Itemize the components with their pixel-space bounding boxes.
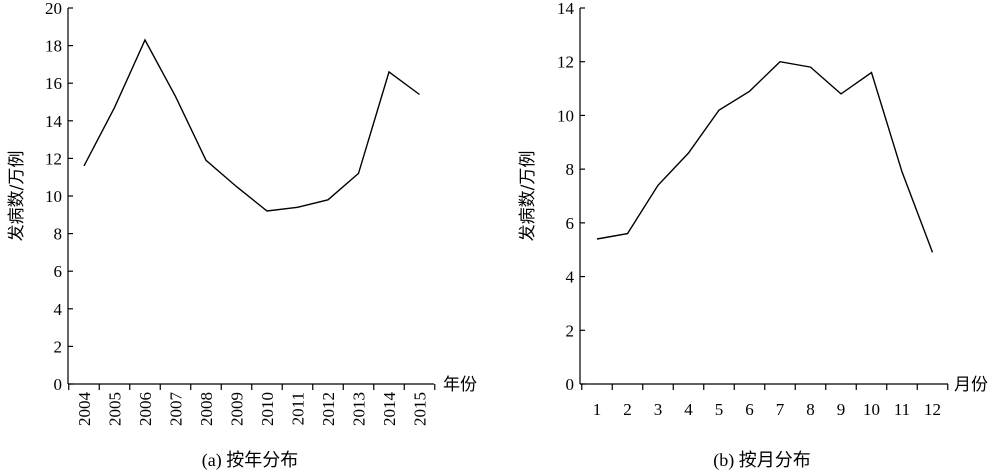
y-tick-label: 2 <box>566 321 575 340</box>
y-tick-label: 12 <box>557 53 574 72</box>
x-axis-title: 年份 <box>443 375 477 395</box>
y-tick-label: 4 <box>54 300 63 319</box>
y-tick-label: 6 <box>566 214 575 233</box>
x-tick-label: 6 <box>745 400 754 419</box>
y-ticks: 0 2 4 6 8 10 12 14 <box>557 0 585 394</box>
x-tick-label: 4 <box>684 400 693 419</box>
x-tick-label: 2012 <box>319 392 338 426</box>
y-ticks: 0 2 4 6 8 10 12 14 16 18 20 <box>45 0 73 394</box>
x-tick-label: 2011 <box>289 392 308 425</box>
y-tick-label: 0 <box>566 375 575 394</box>
y-tick-label: 2 <box>54 337 63 356</box>
x-tick-label: 2007 <box>167 392 186 427</box>
y-axis-title: 发病数/万例 <box>7 151 27 242</box>
y-tick-label: 20 <box>45 0 62 18</box>
y-tick-label: 10 <box>557 106 574 125</box>
y-tick-label: 10 <box>45 187 62 206</box>
y-tick-label: 14 <box>45 112 63 131</box>
panel-caption: (a) 按年分布 <box>202 450 298 471</box>
y-tick-label: 14 <box>557 0 575 18</box>
y-axis-title: 发病数/万例 <box>518 151 538 242</box>
x-tick-label: 2009 <box>228 392 247 426</box>
y-tick-label: 18 <box>45 37 62 56</box>
x-tick-label: 2010 <box>258 392 277 426</box>
x-tick-label: 2005 <box>106 392 125 426</box>
x-tick-label: 2013 <box>350 392 369 426</box>
x-tick-label: 8 <box>806 400 815 419</box>
x-ticks: 2004 2005 2006 2007 2008 2009 2010 2011 2012 2013… <box>68 384 436 427</box>
x-tick-label: 2014 <box>380 392 399 427</box>
y-tick-label: 0 <box>54 375 63 394</box>
y-tick-label: 12 <box>45 149 62 168</box>
y-tick-label: 4 <box>566 268 575 287</box>
x-tick-label: 9 <box>837 400 846 419</box>
series-line-monthly <box>596 60 934 253</box>
x-tick-label: 2015 <box>411 392 430 426</box>
x-tick-label: 2 <box>623 400 632 419</box>
x-tick-label: 2004 <box>75 392 94 427</box>
x-axis-title: 月份 <box>954 375 988 395</box>
y-tick-label: 6 <box>54 262 63 281</box>
x-ticks: 1 2 3 4 5 6 7 8 9 10 11 12 <box>581 384 949 419</box>
x-tick-label: 7 <box>776 400 785 419</box>
panel-caption: (b) 按月分布 <box>713 450 811 471</box>
x-tick-label: 1 <box>593 400 602 419</box>
x-tick-label: 12 <box>924 400 941 419</box>
x-tick-label: 5 <box>715 400 724 419</box>
x-tick-label: 11 <box>894 400 910 419</box>
y-tick-label: 16 <box>45 74 62 93</box>
x-tick-label: 2008 <box>197 392 216 426</box>
y-tick-label: 8 <box>566 160 575 179</box>
y-tick-label: 8 <box>54 225 63 244</box>
x-tick-label: 2006 <box>136 392 155 426</box>
series-line-yearly <box>83 38 420 212</box>
x-tick-label: 10 <box>863 400 880 419</box>
x-tick-label: 3 <box>654 400 663 419</box>
